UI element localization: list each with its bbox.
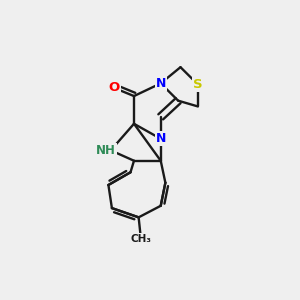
Text: N: N (155, 132, 166, 145)
Text: CH₃: CH₃ (130, 234, 152, 244)
Text: S: S (193, 78, 203, 91)
Text: O: O (109, 82, 120, 94)
Text: NH: NH (96, 144, 116, 157)
Text: N: N (155, 77, 166, 90)
